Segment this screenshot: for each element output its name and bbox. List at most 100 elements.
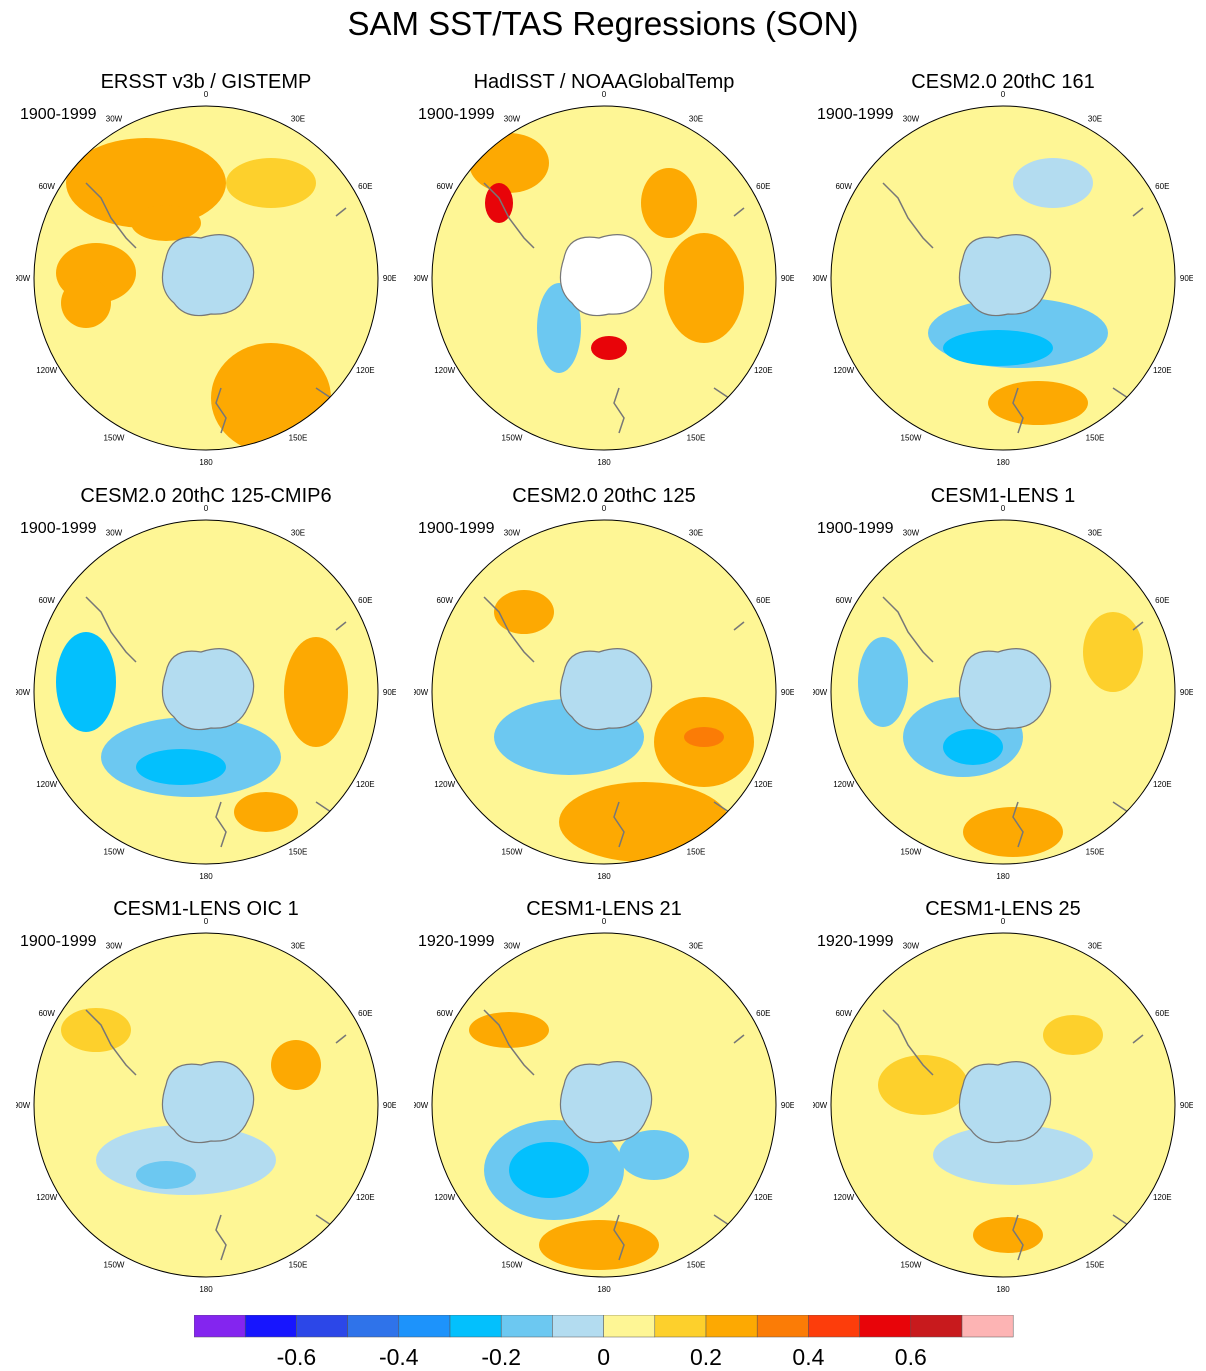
- anomaly-region: [284, 637, 348, 747]
- anomaly-region: [619, 1130, 689, 1180]
- longitude-label: 30W: [106, 942, 123, 951]
- longitude-label: 60E: [1155, 182, 1169, 191]
- colorbar-segment: [296, 1315, 348, 1338]
- anomaly-region: [226, 158, 316, 208]
- longitude-label: 120E: [356, 780, 375, 789]
- coastline: [733, 1034, 745, 1044]
- longitude-label: 180: [597, 872, 611, 881]
- colorbar-segment: [756, 1315, 809, 1338]
- longitude-label: 90E: [383, 1101, 396, 1110]
- colorbar-label: 0.4: [792, 1344, 824, 1370]
- longitude-label: 0: [1001, 90, 1006, 99]
- longitude-label: 0: [602, 90, 607, 99]
- longitude-label: 120E: [356, 366, 375, 375]
- anomaly-region: [469, 1012, 549, 1048]
- longitude-label: 90E: [1180, 274, 1193, 283]
- longitude-label: 30W: [504, 942, 521, 951]
- anomaly-region: [684, 727, 724, 747]
- anomaly-region: [963, 807, 1063, 857]
- colorbar: -0.6 -0.4 -0.2 0 0.2 0.4 0.6: [194, 1315, 1014, 1370]
- panel-title: HadISST / NOAAGlobalTemp: [473, 71, 735, 93]
- longitude-label: 30E: [689, 529, 703, 538]
- map-panel: ERSST v3b / GISTEMP 1900-1999 0 30E 60E 90E…: [16, 70, 396, 490]
- coastline: [335, 207, 347, 217]
- panel-title: CESM2.0 20thC 125-CMIP6: [80, 485, 332, 507]
- anomaly-region: [641, 168, 697, 238]
- anomaly-region: [943, 729, 1003, 765]
- antarctica: [958, 1061, 1052, 1144]
- anomaly-region: [539, 1220, 659, 1270]
- coastline: [215, 1214, 227, 1261]
- longitude-label: 120W: [434, 780, 455, 789]
- map-border: [33, 932, 379, 1278]
- longitude-label: 0: [602, 917, 607, 926]
- longitude-label: 0: [204, 917, 209, 926]
- polar-map: 0 30E 60E 90E 120E 150E 180 150W 120W 90W 60W 30W: [813, 917, 1193, 1294]
- map-border: [33, 105, 379, 451]
- longitude-label: 120E: [1153, 366, 1172, 375]
- main-title: SAM SST/TAS Regressions (SON): [347, 5, 859, 42]
- colorbar-label: -0.4: [379, 1344, 419, 1370]
- colorbar-segment: [244, 1315, 297, 1338]
- longitude-label: 60W: [436, 182, 453, 191]
- longitude-label: 90W: [813, 1101, 828, 1110]
- coastline: [613, 387, 625, 434]
- longitude-label: 150E: [687, 433, 706, 442]
- map-panel: CESM1-LENS 1 1900-1999 0 30E 60E 90E 120E 150…: [813, 484, 1193, 904]
- longitude-label: 60W: [38, 1009, 55, 1018]
- antarctica: [161, 648, 255, 731]
- longitude-label: 120W: [36, 366, 57, 375]
- anomaly-region: [559, 782, 729, 862]
- antarctica: [559, 1061, 653, 1144]
- longitude-label: 30E: [291, 942, 305, 951]
- longitude-label: 90E: [781, 1101, 794, 1110]
- coastline: [1132, 1034, 1144, 1044]
- longitude-label: 90W: [16, 1101, 31, 1110]
- anomaly-region: [131, 205, 201, 241]
- polar-map: 0 30E 60E 90E 120E 150E 180 150W 120W 90W 60W 30W: [813, 504, 1193, 881]
- longitude-label: 30W: [903, 942, 920, 951]
- map-panel: CESM1-LENS OIC 1 1900-1999 0 30E 60E 90E 120…: [16, 897, 396, 1317]
- colorbar-segment: [859, 1315, 912, 1338]
- anomaly-region: [494, 590, 554, 634]
- coastline: [882, 596, 934, 663]
- longitude-label: 60E: [756, 1009, 770, 1018]
- longitude-label: 90W: [813, 688, 828, 697]
- longitude-label: 0: [1001, 504, 1006, 513]
- anomaly-region: [61, 1008, 131, 1052]
- longitude-label: 60W: [436, 1009, 453, 1018]
- longitude-label: 60E: [358, 182, 372, 191]
- colorbar-segment: [552, 1315, 604, 1338]
- longitude-label: 120W: [434, 1193, 455, 1202]
- longitude-label: 150E: [687, 847, 706, 856]
- colorbar-segment: [808, 1315, 860, 1338]
- panel-years: 1900-1999: [418, 520, 495, 537]
- longitude-label: 90E: [383, 274, 396, 283]
- longitude-label: 90W: [414, 274, 429, 283]
- coastline: [85, 1009, 137, 1076]
- panel-title: CESM2.0 20thC 125: [512, 485, 696, 507]
- longitude-label: 120E: [754, 780, 773, 789]
- longitude-label: 30E: [1088, 942, 1102, 951]
- polar-map: 0 30E 60E 90E 120E 150E 180 150W 120W 90W 60W 30W: [16, 504, 396, 881]
- longitude-label: 180: [996, 872, 1010, 881]
- longitude-label: 150W: [901, 1260, 922, 1269]
- colorbar-segment: [347, 1315, 400, 1338]
- panel-years: 1920-1999: [817, 933, 894, 950]
- longitude-label: 30W: [504, 115, 521, 124]
- coastline: [1012, 387, 1024, 434]
- map-border: [33, 519, 379, 865]
- map-panel: CESM2.0 20thC 161 1900-1999 0 30E 60E 90E 12…: [813, 70, 1193, 490]
- longitude-label: 120W: [434, 366, 455, 375]
- map-panel: CESM1-LENS 21 1920-1999 0 30E 60E 90E 120E 15…: [414, 897, 794, 1317]
- longitude-label: 60E: [1155, 596, 1169, 605]
- longitude-label: 90W: [414, 1101, 429, 1110]
- anomaly-region: [271, 1040, 321, 1090]
- longitude-label: 150E: [1086, 433, 1105, 442]
- panel-title: CESM1-LENS 1: [930, 485, 1076, 507]
- longitude-label: 150W: [104, 433, 125, 442]
- colorbar-segment: [654, 1315, 707, 1338]
- coastline: [335, 1034, 347, 1044]
- longitude-label: 60E: [756, 596, 770, 605]
- colorbar-segment: [194, 1315, 246, 1338]
